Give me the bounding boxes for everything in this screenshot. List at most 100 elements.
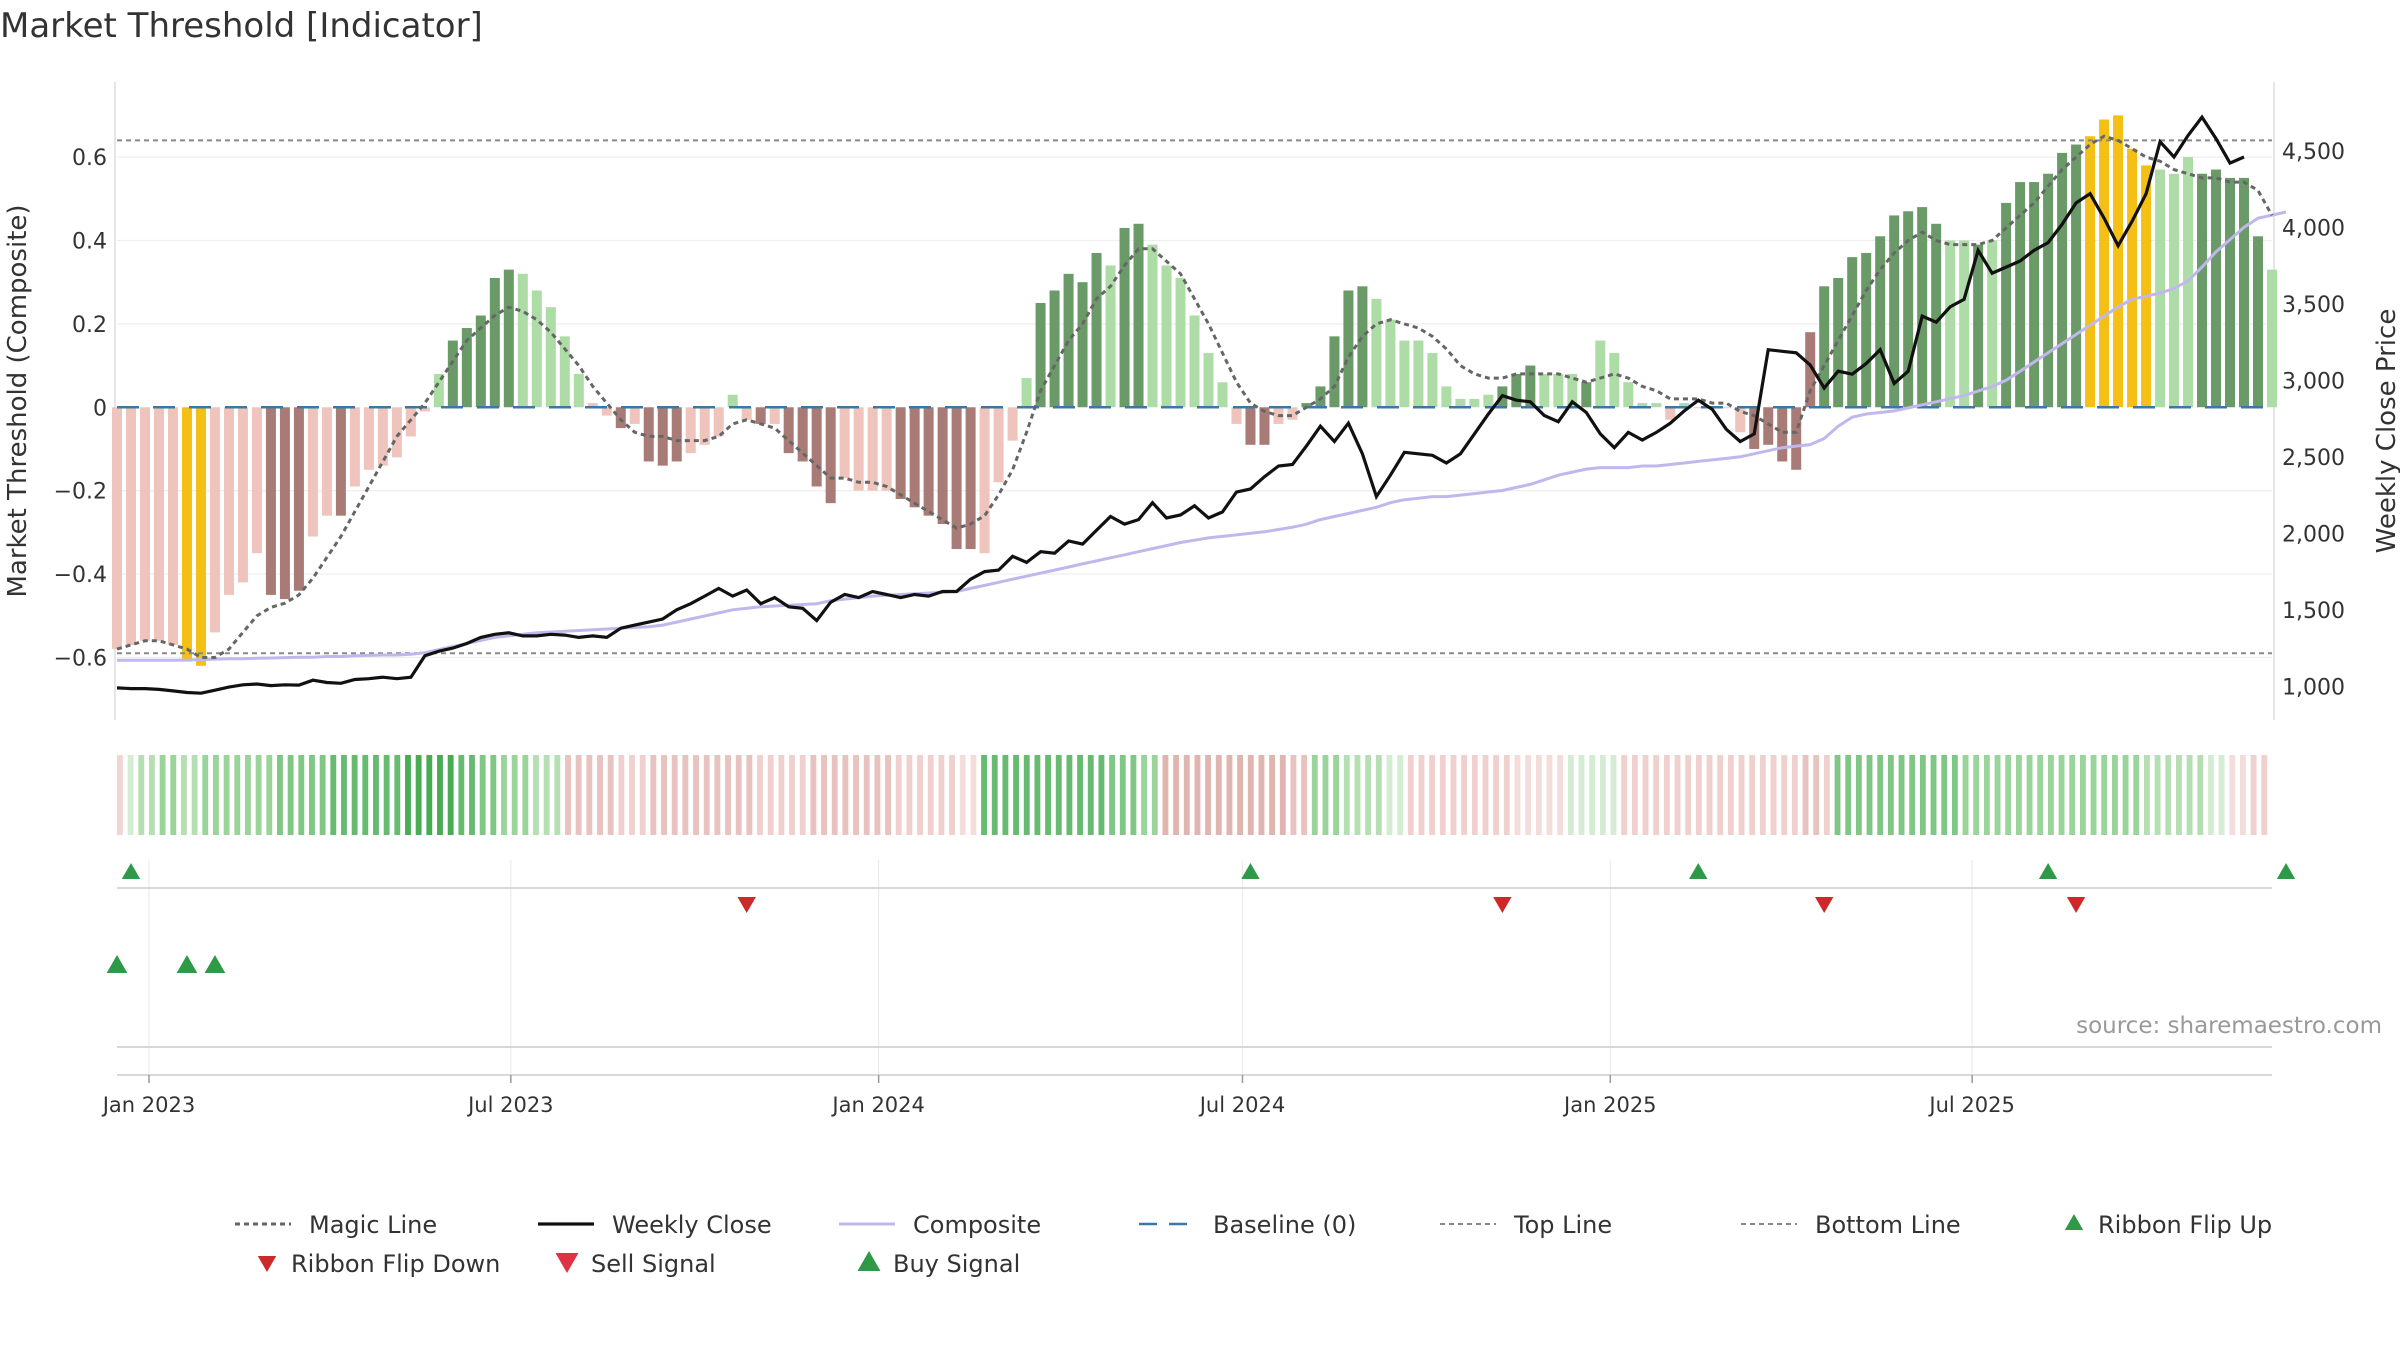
ribbon-cell — [1418, 755, 1425, 835]
composite-bar — [825, 407, 836, 504]
ribbon-cell — [447, 755, 454, 835]
ribbon-cell — [1386, 755, 1393, 835]
ribbon-cell — [2079, 755, 2086, 835]
ribbon-cell — [1951, 755, 1958, 835]
ribbon-cell — [1802, 755, 1809, 835]
ribbon-cell — [810, 755, 817, 835]
ribbon-cell — [159, 755, 166, 835]
ribbon-cell — [2186, 755, 2193, 835]
source-label: source: sharemaestro.com — [2076, 1013, 2382, 1039]
composite-bar — [2113, 115, 2124, 408]
ribbon-cell — [277, 755, 283, 835]
composite-bar — [1651, 403, 1662, 408]
composite-bar — [1189, 315, 1200, 408]
ribbon-cell — [1546, 755, 1553, 835]
ribbon-cell — [1098, 755, 1105, 835]
ribbon-cell — [1407, 755, 1414, 835]
ribbon-cell — [1173, 755, 1180, 835]
ribbon-cell — [2069, 755, 2076, 835]
ribbon-cell — [1194, 755, 1201, 835]
composite-bar — [153, 407, 164, 641]
composite-bar — [895, 407, 906, 499]
composite-line — [117, 210, 2287, 662]
ribbon-cell — [1695, 755, 1702, 835]
ribbon-cell — [586, 755, 593, 835]
composite-bar — [559, 336, 570, 408]
ribbon-cell — [202, 755, 209, 835]
ribbon-cell — [351, 755, 358, 835]
composite-bar — [447, 340, 458, 408]
ribbon-cell — [2090, 755, 2097, 835]
ribbon-cell — [607, 755, 614, 835]
ribbon-cell — [693, 755, 699, 835]
composite-bar — [643, 407, 654, 462]
y-left-tick-label: −0.4 — [54, 563, 107, 588]
composite-bar — [1427, 353, 1438, 408]
ribbon-cell — [213, 755, 219, 835]
ribbon-cell — [1055, 755, 1062, 835]
composite-bar — [1021, 378, 1032, 408]
ribbon-cell — [309, 755, 315, 835]
composite-bar — [391, 407, 402, 458]
ribbon-cell — [2005, 755, 2012, 835]
composite-bar — [1553, 373, 1564, 408]
composite-bar — [1063, 273, 1074, 408]
ribbon-cell — [1269, 755, 1276, 835]
ribbon-cell — [1738, 755, 1745, 835]
composite-bar — [951, 407, 962, 550]
composite-bar — [1077, 282, 1088, 408]
ribbon-cell — [927, 755, 934, 835]
composite-bar — [1987, 240, 1998, 408]
legend-label: Top Line — [1513, 1211, 1612, 1239]
ribbon-cell — [735, 755, 742, 835]
composite-bar — [2197, 173, 2208, 408]
ribbon-cell — [415, 755, 422, 835]
composite-bar — [181, 407, 192, 662]
composite-bar — [1301, 403, 1312, 408]
composite-bar — [1119, 227, 1130, 408]
composite-bar — [2211, 169, 2222, 408]
composite-bar — [2099, 119, 2110, 408]
ribbon-cell — [1322, 755, 1329, 835]
ribbon-cell — [1919, 755, 1926, 835]
ribbon-cell — [949, 755, 955, 835]
ribbon-cell — [757, 755, 763, 835]
composite-bar — [1049, 290, 1060, 408]
ribbon-cell — [1909, 755, 1916, 835]
composite-bar — [965, 407, 976, 550]
legend-swatch-sell — [555, 1253, 579, 1273]
composite-bar — [1777, 407, 1788, 462]
ribbon-cell — [341, 755, 347, 835]
ribbon-cell — [1845, 755, 1852, 835]
ribbon-cell — [1311, 755, 1318, 835]
composite-bar — [587, 403, 598, 408]
x-tick-label: Jan 2025 — [1562, 1093, 1657, 1117]
ribbon-cell — [1983, 755, 1990, 835]
ribbon-cell — [149, 755, 155, 835]
composite-bar — [811, 407, 822, 487]
composite-bar — [1343, 290, 1354, 408]
ribbon-flip-up-marker — [1689, 863, 1708, 879]
x-tick-label: Jan 2024 — [830, 1093, 925, 1117]
y-left-axis-title: Market Threshold (Composite) — [3, 204, 33, 597]
composite-bar — [1959, 240, 1970, 408]
composite-bar — [797, 407, 808, 462]
composite-bar — [209, 407, 220, 633]
ribbon-cell — [618, 755, 625, 835]
ribbon-cell — [1930, 755, 1937, 835]
ribbon-cell — [1503, 755, 1510, 835]
composite-bar — [1735, 407, 1746, 433]
ribbon-cell — [671, 755, 678, 835]
ribbon-cell — [2229, 755, 2236, 835]
ribbon-cell — [1887, 755, 1894, 835]
legend-swatch-flip-down — [257, 1256, 277, 1272]
ribbon-cell — [266, 755, 273, 835]
composite-bar — [1399, 340, 1410, 408]
composite-bar — [1861, 252, 1872, 408]
composite-bar — [1525, 365, 1536, 408]
ribbon-cell — [469, 755, 475, 835]
composite-bar — [1805, 332, 1816, 408]
composite-bar — [783, 407, 794, 454]
composite-bar — [1231, 407, 1242, 424]
